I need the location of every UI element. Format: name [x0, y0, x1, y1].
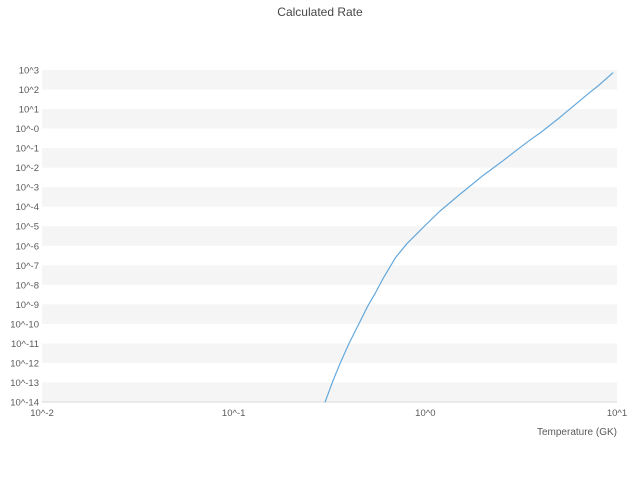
x-axis-label: Temperature (GK)	[537, 427, 617, 438]
y-tick-label: 10^-11	[11, 339, 39, 350]
y-tick-label: 10^1	[19, 105, 39, 116]
y-tick-label: 10^-1	[16, 144, 39, 155]
grid-band	[42, 304, 617, 324]
grid-band	[42, 382, 617, 402]
y-tick-label: 10^-0	[16, 124, 39, 135]
series-line	[324, 72, 614, 403]
x-tick-label: 10^1	[607, 408, 627, 419]
x-tick-label: 10^-1	[222, 408, 245, 419]
y-tick-label: 10^-4	[16, 202, 39, 213]
grid-band	[42, 187, 617, 207]
y-tick-label: 10^-12	[10, 358, 39, 369]
y-tick-label: 10^2	[19, 85, 39, 96]
grid-band	[42, 343, 617, 363]
y-tick-label: 10^-7	[16, 261, 39, 272]
grid-band	[42, 148, 617, 168]
y-tick-label: 10^-13	[10, 378, 39, 389]
y-tick-label: 10^3	[19, 66, 39, 77]
grid-band	[42, 109, 617, 129]
y-tick-label: 10^-3	[16, 183, 39, 194]
grid-band	[42, 265, 617, 285]
chart-title: Calculated Rate	[277, 5, 363, 19]
y-tick-label: 10^-6	[16, 241, 39, 252]
x-tick-label: 10^-2	[30, 408, 53, 419]
y-tick-label: 10^-9	[16, 300, 39, 311]
x-tick-label: 10^0	[415, 408, 435, 419]
grid-band	[42, 226, 617, 246]
y-tick-label: 10^-10	[10, 319, 39, 330]
y-tick-label: 10^-8	[16, 280, 39, 291]
grid-band	[42, 70, 617, 90]
y-tick-label: 10^-14	[10, 398, 39, 409]
y-tick-label: 10^-5	[16, 222, 39, 233]
y-tick-label: 10^-2	[16, 163, 39, 174]
